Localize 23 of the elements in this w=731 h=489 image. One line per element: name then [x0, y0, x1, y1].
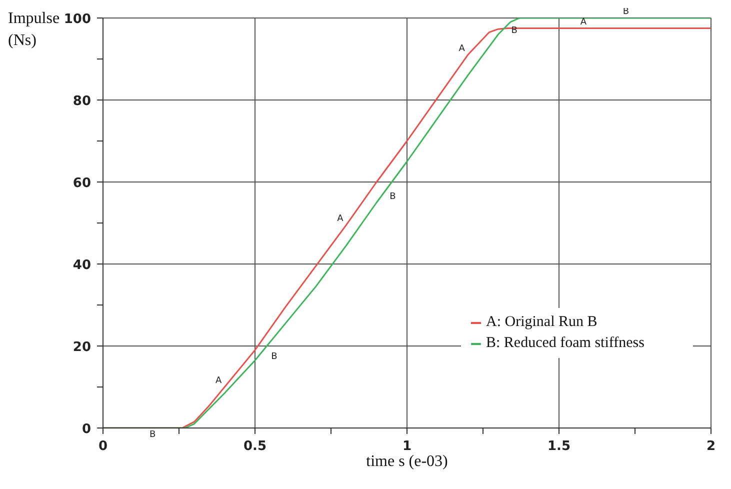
x-tick-label: 1: [402, 439, 412, 454]
annotation: A: [337, 214, 344, 224]
annotation: B: [511, 26, 518, 36]
annotation: B: [390, 192, 396, 202]
x-tick-label: 0: [98, 439, 108, 454]
annotation: A: [458, 44, 466, 54]
legend-label: B: Reduced foam stiffness: [486, 334, 644, 353]
y-tick-label: 0: [82, 422, 91, 437]
y-axis-title: Impulse (Ns): [8, 10, 60, 49]
x-tick-label: 0.5: [243, 439, 267, 454]
x-tick-label: 2: [706, 439, 716, 454]
y-tick-label: 20: [72, 340, 91, 355]
y-tick-label: 60: [72, 176, 91, 191]
y-tick-label: 40: [72, 258, 91, 273]
annotation: B: [149, 430, 156, 440]
x-tick-label: 1.5: [547, 439, 571, 454]
y-tick-label: 100: [64, 12, 91, 27]
annotation: B: [271, 352, 278, 362]
annotation: A: [580, 17, 588, 28]
legend-label: A: Original Run B: [486, 313, 598, 332]
y-tick-label: 80: [72, 94, 91, 109]
annotation: A: [216, 376, 223, 386]
x-axis-title: time s (e-03): [366, 453, 448, 470]
